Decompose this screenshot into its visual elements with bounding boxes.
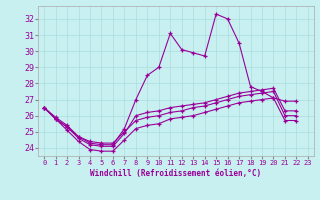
X-axis label: Windchill (Refroidissement éolien,°C): Windchill (Refroidissement éolien,°C)	[91, 169, 261, 178]
